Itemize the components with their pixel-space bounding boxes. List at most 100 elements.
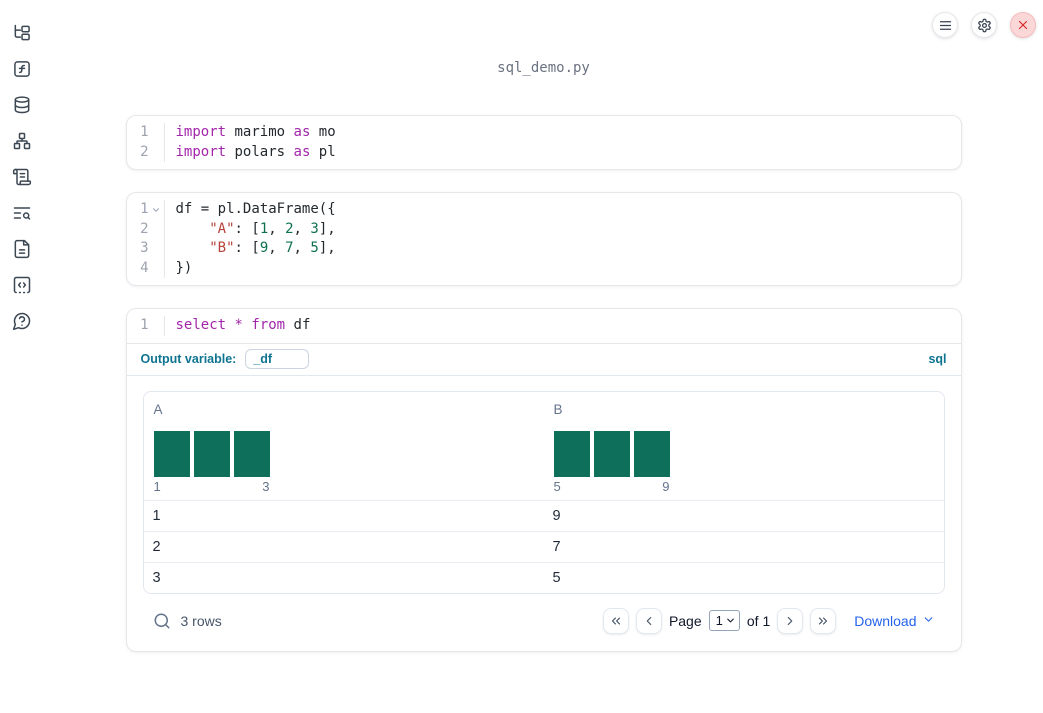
sidebar-file-tree-icon[interactable]: [12, 23, 32, 43]
topbar-actions: [932, 12, 1036, 38]
output-variable-label: Output variable:: [140, 351, 237, 366]
column-histogram: [153, 430, 534, 477]
code-line: 1 df = pl.DataFrame({: [127, 200, 961, 220]
line-number: 3: [140, 240, 149, 256]
histogram-bar: [553, 430, 590, 477]
page-label: Page: [668, 612, 702, 629]
table-cell: 3: [152, 569, 161, 586]
chevron-down-icon: [725, 615, 736, 626]
sidebar-help-chat-icon[interactable]: [12, 311, 32, 331]
row-count: 3 rows: [180, 612, 222, 629]
column-header-A[interactable]: A 1 3: [144, 392, 544, 500]
dataframe-cell[interactable]: 1 df = pl.DataFrame({2 "A": [1, 2, 3], 3 "…: [125, 192, 962, 286]
fold-chevron-icon: [149, 259, 164, 279]
code-text: select * from df: [163, 316, 961, 336]
next-page-button[interactable]: [777, 607, 804, 634]
sidebar-text-search-icon[interactable]: [12, 203, 32, 223]
table-footer: 3 rows Page 1 of 1 Download: [143, 594, 945, 651]
column-name: A: [153, 401, 163, 417]
table-cell: 9: [552, 507, 561, 524]
code-line: 2 import polars as pl: [127, 142, 961, 163]
language-badge: sql: [928, 351, 947, 366]
notebook-content: sql_demo.py 1 import marimo as mo 2 import …: [125, 60, 962, 652]
code-text: import marimo as mo: [163, 123, 961, 143]
shutdown-button[interactable]: [1010, 12, 1036, 38]
code-text: }): [163, 258, 961, 278]
histogram-bar: [593, 430, 630, 477]
notebook-filename: sql_demo.py: [497, 60, 590, 76]
fold-chevron-icon: [149, 316, 164, 336]
first-page-button[interactable]: [602, 607, 629, 634]
histogram-bar: [153, 430, 190, 477]
histogram-max-label: 9: [662, 478, 670, 494]
page-total-label: of 1: [746, 612, 771, 629]
code-line: 4}): [127, 258, 961, 279]
sidebar-database-icon[interactable]: [12, 95, 32, 115]
sql-editor[interactable]: 1 select * from df: [127, 309, 961, 343]
sql-cell[interactable]: 1 select * from df Output variable: sql A…: [125, 308, 962, 652]
line-number: 1: [140, 201, 149, 217]
line-number: 1: [140, 124, 149, 140]
table-cell: 7: [552, 538, 561, 555]
fold-chevron-icon: [149, 123, 164, 143]
column-histogram: [553, 430, 934, 477]
fold-chevron-icon[interactable]: [149, 200, 164, 220]
sidebar-document-icon[interactable]: [12, 239, 32, 259]
menu-button[interactable]: [932, 12, 958, 38]
search-icon[interactable]: [153, 612, 171, 630]
code-line: 3 "B": [9, 7, 5],: [127, 239, 961, 259]
prev-page-button[interactable]: [635, 607, 662, 634]
imports-cell[interactable]: 1 import marimo as mo 2 import polars as pl: [125, 115, 962, 170]
code-text: df = pl.DataFrame({: [163, 200, 961, 220]
last-page-button[interactable]: [810, 607, 837, 634]
table-cell: 1: [152, 507, 161, 524]
download-button[interactable]: Download: [854, 613, 934, 629]
code-line: 2 "A": [1, 2, 3],: [127, 219, 961, 240]
histogram-bar: [193, 430, 230, 477]
sidebar-code-snippets-icon[interactable]: [12, 275, 32, 295]
line-number: 2: [140, 143, 149, 160]
code-editor[interactable]: 1 df = pl.DataFrame({2 "A": [1, 2, 3], 3 "…: [127, 193, 961, 285]
sidebar-panel-switcher: [0, 0, 44, 713]
line-number: 4: [140, 259, 149, 276]
sidebar-function-square-icon[interactable]: [12, 59, 32, 79]
line-number: 1: [140, 317, 149, 333]
pagination: Page 1 of 1 Download: [602, 607, 935, 634]
fold-chevron-icon: [149, 239, 164, 259]
code-line: 1 select * from df: [127, 316, 961, 336]
code-line: 1 import marimo as mo: [127, 123, 961, 143]
code-editor[interactable]: 1 import marimo as mo 2 import polars as pl: [127, 116, 961, 169]
sql-meta-row: Output variable: sql: [126, 342, 961, 375]
histogram-bar: [633, 430, 670, 477]
code-text: import polars as pl: [163, 142, 961, 162]
output-variable-input[interactable]: [245, 348, 310, 369]
histogram-min-label: 1: [153, 478, 161, 494]
histogram-bar: [233, 430, 270, 477]
sidebar-dependency-graph-icon[interactable]: [12, 131, 32, 151]
histogram-min-label: 5: [553, 478, 561, 494]
column-name: B: [553, 401, 563, 417]
table-cell: 2: [152, 538, 161, 555]
code-text: "A": [1, 2, 3],: [163, 219, 961, 239]
table-cell: 5: [552, 569, 561, 586]
chevron-down-icon: [922, 613, 935, 629]
fold-chevron-icon: [149, 143, 164, 163]
histogram-max-label: 3: [262, 478, 270, 494]
page-number-value: 1: [715, 613, 723, 628]
code-text: "B": [9, 7, 5],: [163, 239, 961, 259]
fold-chevron-icon: [149, 220, 164, 240]
line-number: 2: [140, 220, 149, 237]
page-number-select[interactable]: 1: [708, 610, 740, 631]
settings-button[interactable]: [971, 12, 997, 38]
notebook-main: sql_demo.py 1 import marimo as mo 2 import …: [44, 0, 1043, 713]
sidebar-logs-scroll-icon[interactable]: [12, 167, 32, 187]
download-label: Download: [854, 612, 917, 629]
